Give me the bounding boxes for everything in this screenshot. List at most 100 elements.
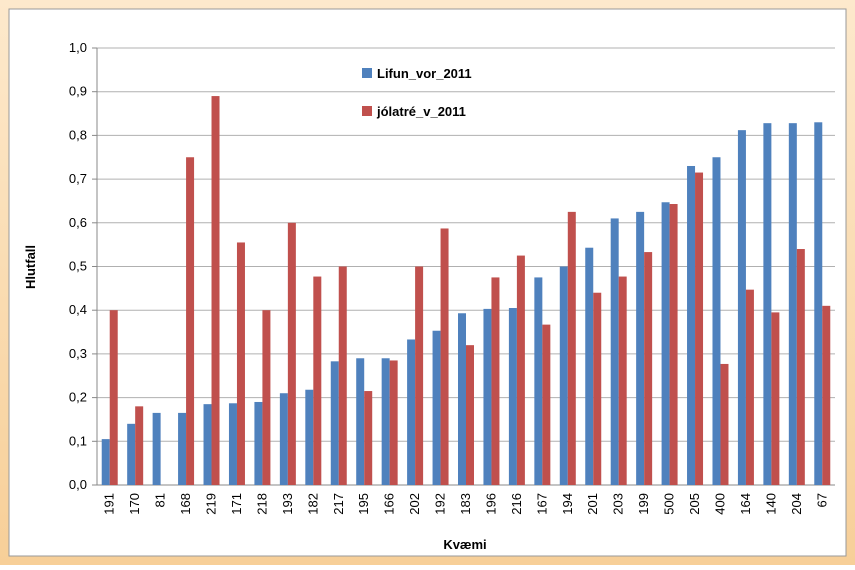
- bar: [262, 310, 271, 485]
- bar: [737, 130, 746, 485]
- bar: [669, 204, 678, 485]
- legend-label: Lifun_vor_2011: [377, 66, 472, 81]
- x-axis-title: Kvæmi: [443, 537, 486, 552]
- x-tick-label: 218: [254, 493, 269, 515]
- x-tick-label: 183: [458, 493, 473, 515]
- x-tick-label: 199: [636, 493, 651, 515]
- x-tick-label: 204: [789, 493, 804, 515]
- bar: [432, 330, 441, 485]
- bar: [534, 277, 543, 485]
- x-tick-label: 182: [305, 493, 320, 515]
- x-tick-label: 216: [509, 493, 524, 515]
- bar: [516, 255, 525, 485]
- bar: [287, 222, 296, 486]
- bar: [559, 266, 568, 485]
- bar: [440, 228, 449, 485]
- bar: [109, 310, 118, 485]
- bar: [636, 211, 645, 485]
- x-tick-label: 140: [763, 493, 778, 515]
- bar: [135, 406, 144, 485]
- x-tick-label: 81: [153, 493, 168, 507]
- bar: [585, 247, 594, 485]
- y-tick-label: 0,4: [69, 302, 87, 317]
- bar: [186, 157, 195, 485]
- y-tick-label: 0,6: [69, 215, 87, 230]
- x-tick-label: 170: [127, 493, 142, 515]
- bar: [644, 252, 653, 485]
- x-tick-label: 168: [178, 493, 193, 515]
- bar: [618, 276, 627, 485]
- x-tick-label: 195: [356, 493, 371, 515]
- legend-label: jólatré_v_2011: [376, 104, 466, 119]
- bar: [745, 289, 754, 485]
- bar: [483, 308, 492, 485]
- bar: [381, 358, 390, 485]
- bar: [822, 305, 831, 485]
- x-tick-label: 194: [560, 493, 575, 515]
- bar: [695, 172, 704, 486]
- x-tick-label: 201: [585, 493, 600, 515]
- bar: [330, 361, 339, 485]
- y-tick-label: 0,3: [69, 346, 87, 361]
- bar: [720, 363, 729, 485]
- bar: [661, 202, 670, 486]
- legend-swatch: [362, 106, 372, 116]
- bar: [796, 249, 805, 485]
- bar: [338, 266, 347, 485]
- bar: [771, 312, 780, 485]
- bar: [127, 423, 136, 485]
- y-tick-label: 0,9: [69, 84, 87, 99]
- bar: [788, 123, 797, 485]
- x-tick-label: 166: [382, 493, 397, 515]
- x-tick-label: 67: [814, 493, 829, 507]
- bar: [407, 339, 416, 485]
- bar: [415, 266, 424, 485]
- bar: [508, 308, 517, 485]
- bar: [254, 401, 263, 485]
- bar: [178, 412, 187, 485]
- bar: [203, 404, 212, 485]
- x-tick-label: 202: [407, 493, 422, 515]
- bar: [356, 358, 365, 485]
- bar: [687, 165, 696, 486]
- bar: [593, 292, 602, 485]
- bar: [610, 218, 619, 485]
- y-tick-label: 0,0: [69, 477, 87, 492]
- bar: [279, 393, 288, 485]
- x-tick-label: 192: [433, 493, 448, 515]
- bar: [466, 345, 474, 485]
- y-tick-label: 0,5: [69, 259, 87, 274]
- x-tick-label: 164: [738, 493, 753, 515]
- bar: [491, 277, 500, 485]
- bar: [567, 211, 576, 485]
- x-tick-label: 167: [534, 493, 549, 515]
- y-tick-label: 0,2: [69, 390, 87, 405]
- bar: [228, 403, 237, 485]
- y-tick-label: 0,7: [69, 171, 87, 186]
- x-tick-label: 191: [102, 493, 117, 515]
- x-tick-label: 196: [483, 493, 498, 515]
- bar: [211, 96, 220, 485]
- bar: [814, 122, 823, 485]
- y-tick-label: 0,1: [69, 433, 87, 448]
- x-tick-label: 203: [611, 493, 626, 515]
- bar: [101, 439, 110, 485]
- bar: [313, 276, 322, 485]
- bar: [712, 157, 721, 485]
- bar: [458, 313, 466, 485]
- x-tick-label: 219: [204, 493, 219, 515]
- x-tick-label: 500: [662, 493, 677, 515]
- y-axis-title: Hlutfall: [23, 245, 38, 289]
- x-tick-label: 193: [280, 493, 295, 515]
- bar: [542, 324, 551, 485]
- bar: [364, 391, 373, 485]
- x-tick-label: 171: [229, 493, 244, 515]
- bar: [389, 360, 398, 485]
- y-tick-label: 1,0: [69, 40, 87, 55]
- x-tick-label: 400: [712, 493, 727, 515]
- bar: [763, 123, 772, 485]
- legend-swatch: [362, 68, 372, 78]
- chart-area: [8, 8, 847, 557]
